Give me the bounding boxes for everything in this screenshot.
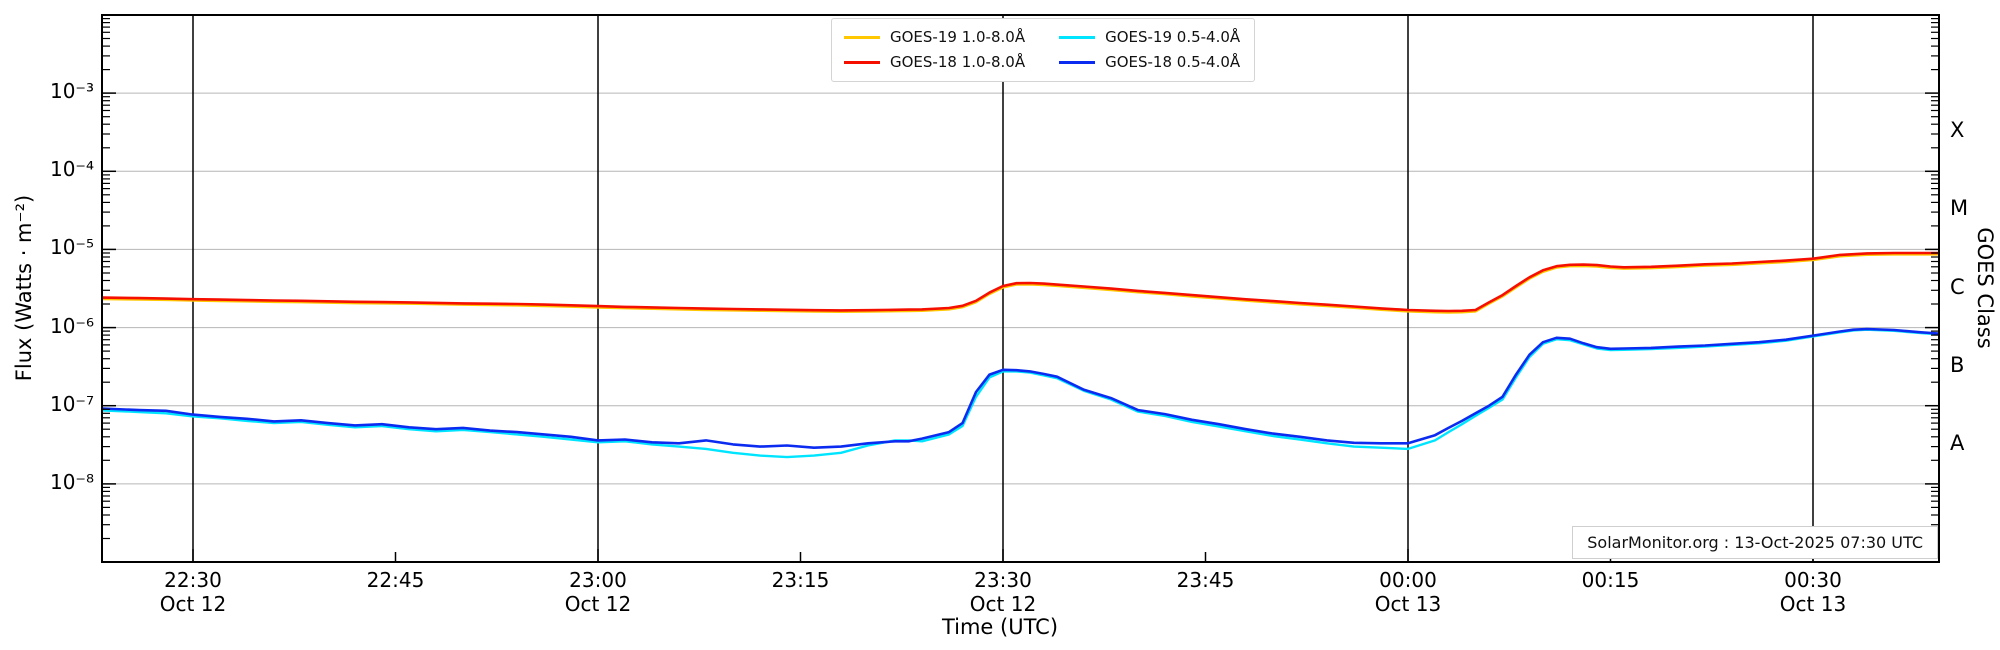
x-tick-sub-label: Oct 12 (159, 592, 227, 616)
legend-label: GOES-19 1.0-8.0Å (890, 28, 1026, 46)
x-tick-label: 23:15 (771, 568, 830, 592)
x-tick-label: 23:45 (1176, 568, 1235, 592)
goes-class-label: A (1950, 430, 1965, 455)
x-tick-sub-label: Oct 13 (1779, 592, 1847, 616)
legend-item: GOES-19 1.0-8.0Å (844, 28, 1025, 46)
y-axis-title: Flux (Watts · m⁻²) (12, 194, 36, 382)
legend-line-swatch-goes19-long (844, 35, 880, 39)
legend: GOES-19 1.0-8.0Å GOES-19 0.5-4.0Å GOES-1… (831, 18, 1256, 82)
goes-class-label: C (1950, 274, 1965, 299)
x-tick-label: 23:30 (974, 568, 1032, 592)
goes-class-label: X (1950, 118, 1965, 143)
legend-label: GOES-18 1.0-8.0Å (890, 53, 1026, 71)
x-tick-label: 22:45 (366, 568, 425, 592)
y-tick-label: 10⁻⁶ (49, 313, 94, 338)
y-tick-label: 10⁻⁵ (49, 235, 94, 260)
right-axis-title: GOES Class (1973, 227, 1997, 349)
legend-label: GOES-19 0.5-4.0Å (1105, 28, 1241, 46)
legend-item: GOES-19 0.5-4.0Å (1059, 28, 1240, 46)
y-tick-label: 10⁻⁸ (49, 469, 94, 494)
x-tick-sub-label: Oct 12 (564, 592, 632, 616)
goes-class-label: B (1950, 352, 1965, 377)
source-annotation: SolarMonitor.org : 13-Oct-2025 07:30 UTC (1572, 526, 1938, 559)
x-tick-label: 00:30 (1784, 568, 1842, 592)
legend-label: GOES-18 0.5-4.0Å (1105, 53, 1241, 71)
x-axis-title: Time (UTC) (941, 615, 1059, 639)
x-tick-label: 23:00 (569, 568, 627, 592)
y-tick-label: 10⁻³ (49, 79, 94, 104)
legend-item: GOES-18 0.5-4.0Å (1059, 53, 1240, 71)
x-tick-label: 22:30 (164, 568, 222, 592)
x-tick-sub-label: Oct 13 (1374, 592, 1442, 616)
legend-item: GOES-18 1.0-8.0Å (844, 53, 1025, 71)
y-tick-label: 10⁻⁴ (49, 157, 94, 182)
x-tick-label: 00:15 (1581, 568, 1640, 592)
legend-line-swatch-goes18-short (1059, 60, 1096, 64)
legend-line-swatch-goes18-long (844, 60, 880, 64)
goes-class-label: M (1950, 196, 1969, 221)
y-tick-label: 10⁻⁷ (49, 391, 94, 416)
x-tick-sub-label: Oct 12 (969, 592, 1037, 616)
legend-line-swatch-goes19-short (1059, 35, 1096, 39)
x-tick-label: 00:00 (1379, 568, 1437, 592)
